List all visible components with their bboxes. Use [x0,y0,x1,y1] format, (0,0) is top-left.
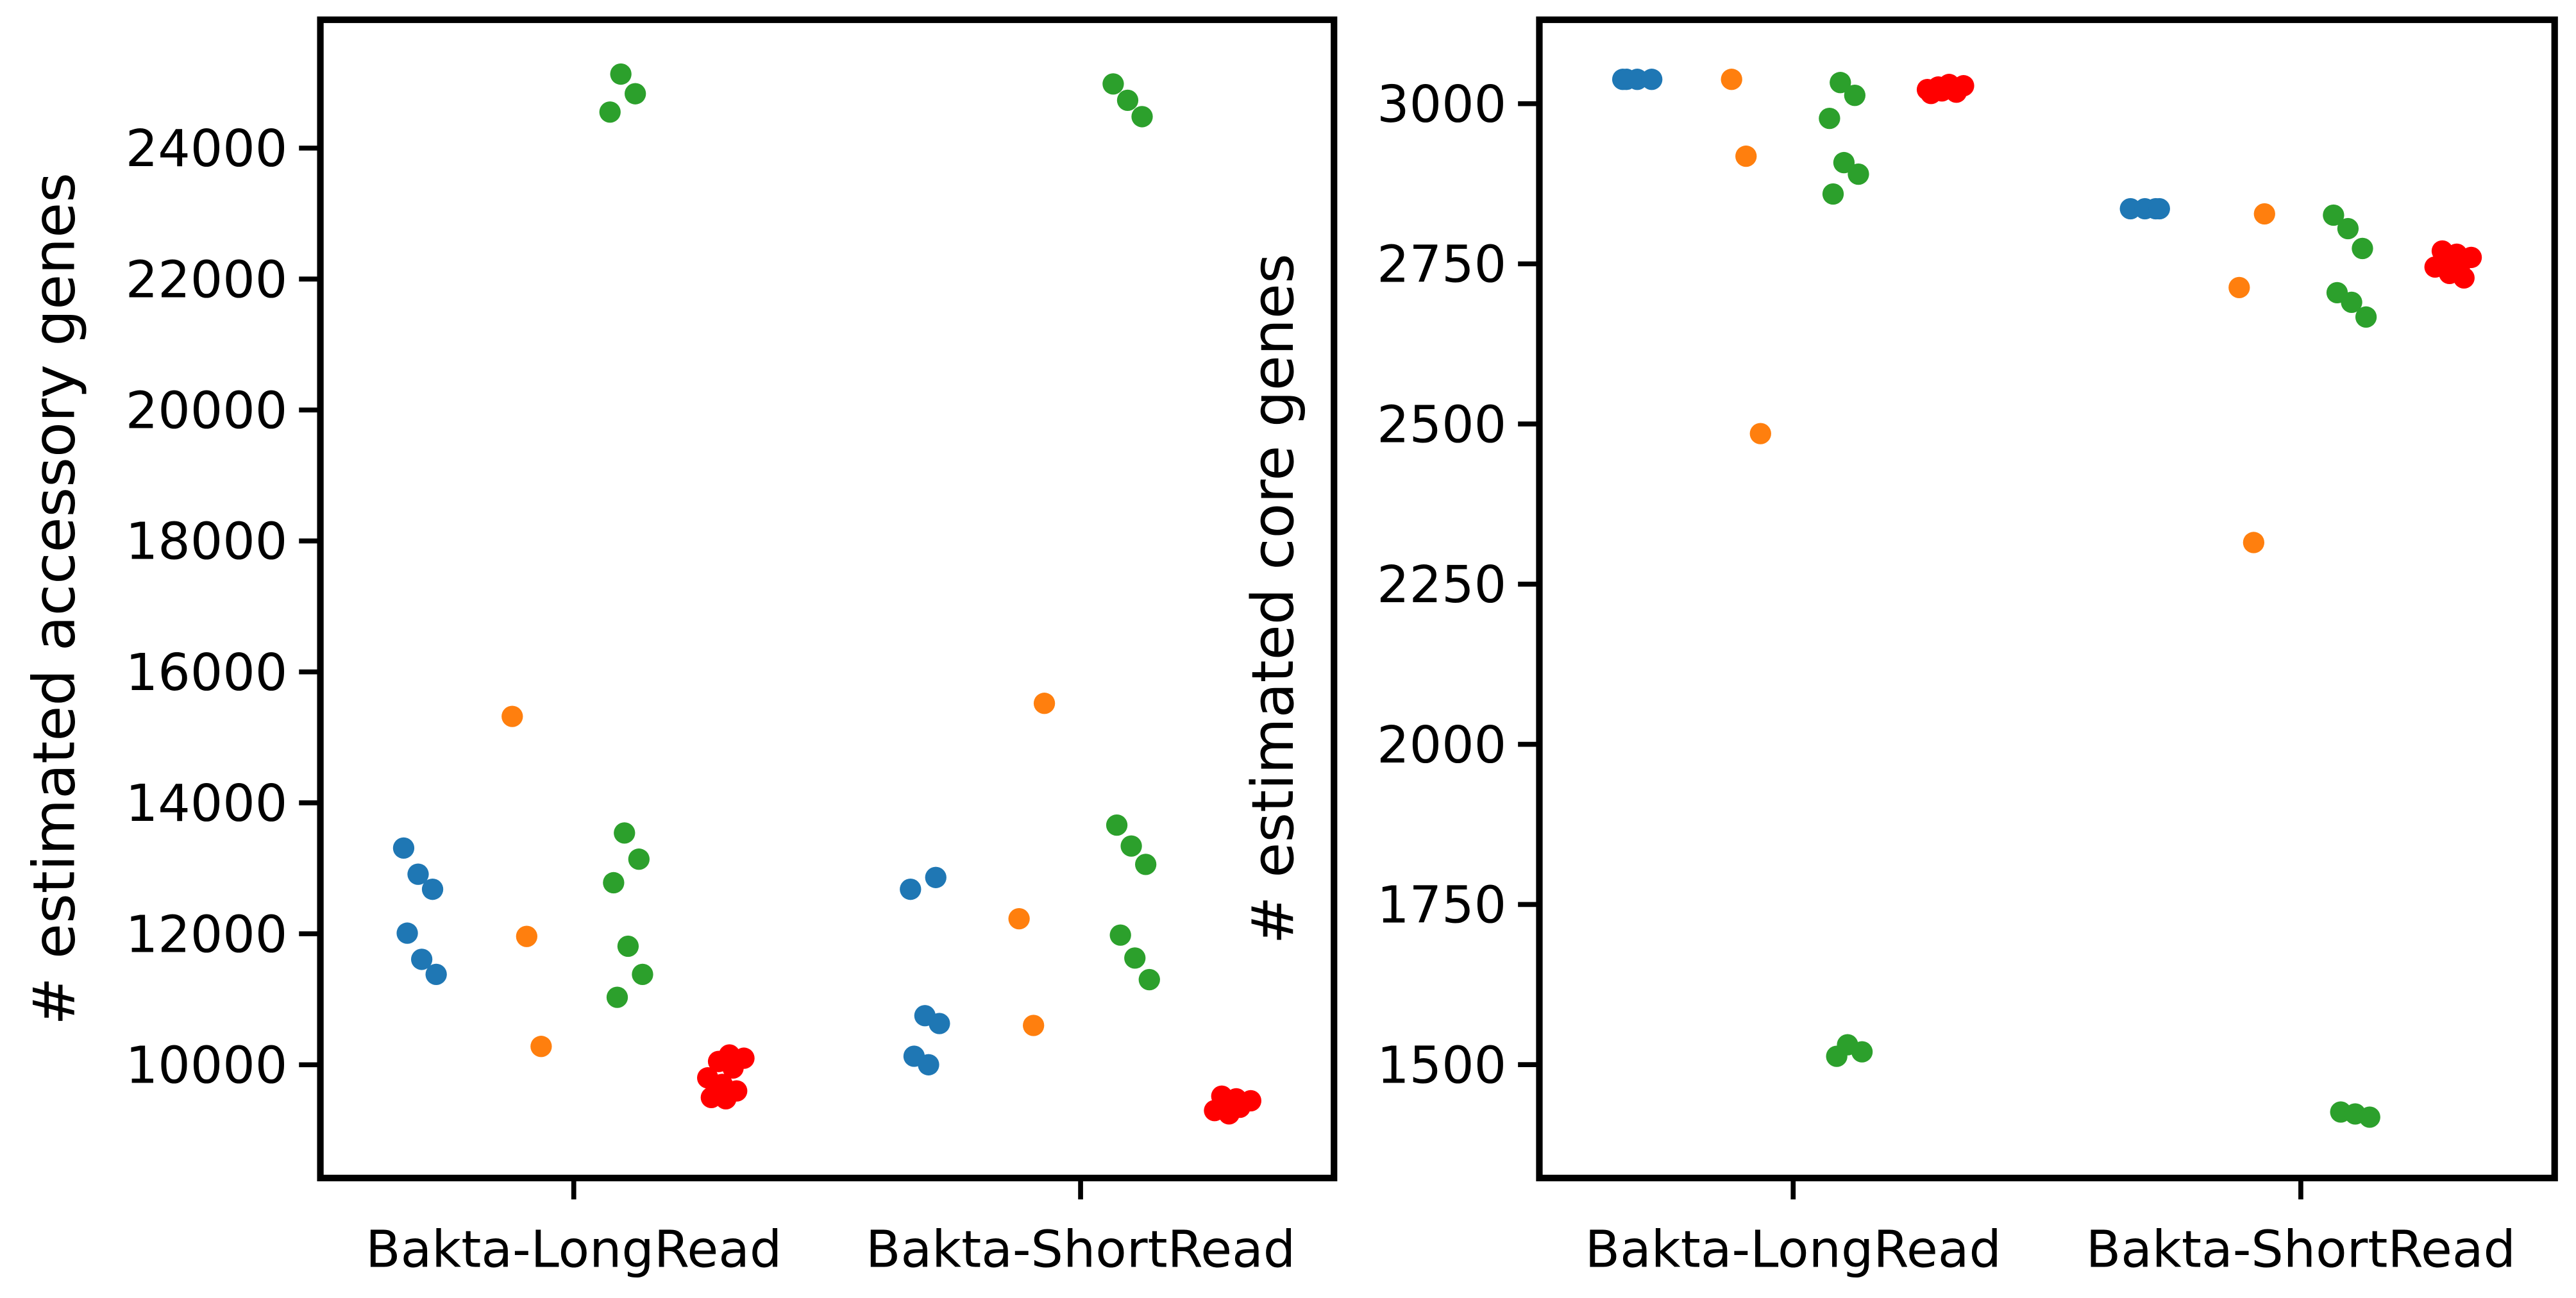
x-tick-label: Bakta-LongRead [366,1219,782,1279]
point [625,83,646,105]
point [2352,237,2373,260]
point [1023,1015,1045,1036]
point [392,837,415,859]
point [1920,83,1942,105]
point [2337,217,2359,240]
y-tick-label: 20000 [126,380,288,440]
y-tick-label: 18000 [126,512,288,571]
point [2228,276,2250,299]
point [410,948,433,970]
point [1131,106,1153,128]
point [715,1088,737,1110]
point [396,922,418,944]
y-tick-label: 12000 [126,904,288,964]
point [1822,183,1844,205]
point [1033,693,1056,714]
y-tick-label: 2000 [1377,715,1506,775]
point [2323,204,2344,226]
point [1851,1041,1873,1063]
point [1830,72,1851,94]
point [1102,73,1124,95]
point [632,963,653,986]
point [425,963,447,986]
point [1833,151,1855,174]
y-tick-label: 10000 [126,1035,288,1095]
y-tick-label: 3000 [1377,74,1506,134]
point [1124,947,1146,969]
point [606,986,628,1008]
axes-frame [1536,16,2558,1182]
point [530,1036,552,1058]
point [614,822,636,844]
axes-frame [317,16,1338,1182]
point [617,935,639,957]
point [1848,163,1869,185]
y-tick-label: 1750 [1377,875,1506,935]
point [599,101,621,123]
y-tick-label: 2250 [1377,555,1506,614]
point [1615,69,1637,90]
point [1735,145,1757,167]
point [1106,814,1128,836]
y-axis-label: # estimated core genes [1240,253,1307,944]
point [1844,85,1865,106]
point [628,848,650,870]
y-tick-label: 14000 [126,773,288,833]
point [1138,968,1160,991]
y-tick-label: 2750 [1377,235,1506,294]
x-tick-label: Bakta-LongRead [1585,1219,2001,1279]
point [2341,291,2362,313]
subplot: 1500 1750 2000 2250 2500 2750 3000 Bakta-LongRe… [1240,16,2558,1279]
point [2453,267,2475,289]
y-tick-label: 16000 [126,643,288,702]
point [1946,81,1967,103]
y-tick-label: 22000 [126,249,288,309]
point [501,705,523,727]
y-tick-label: 24000 [126,119,288,178]
point [1109,924,1131,946]
y-tick-label: 1500 [1377,1035,1506,1095]
point [2253,203,2275,225]
point [1008,907,1030,930]
point [2148,198,2170,220]
point [1721,69,1742,90]
point [900,879,922,900]
point [1134,854,1157,875]
y-tick-label: 2500 [1377,394,1506,454]
point [2359,1106,2380,1128]
point [610,63,632,85]
point [407,863,429,885]
x-tick-label: Bakta-ShortRead [866,1219,1295,1279]
point [1826,1045,1848,1067]
point [1641,69,1663,90]
y-axis-label: # estimated accessory genes [21,173,88,1025]
point [1120,835,1142,857]
point [2355,306,2377,328]
point [918,1054,939,1075]
point [925,866,947,888]
point [1749,423,1771,444]
point [516,925,537,947]
subplot: 10000 12000 14000 16000 18000 20000 22000 24000… [21,16,1338,1279]
point [1116,89,1139,112]
point [421,879,444,900]
point [2243,532,2265,553]
point [603,872,625,894]
point [1218,1103,1240,1125]
point [929,1013,950,1034]
point [1819,107,1840,130]
x-tick-label: Bakta-ShortRead [2086,1219,2516,1279]
point [722,1057,744,1079]
